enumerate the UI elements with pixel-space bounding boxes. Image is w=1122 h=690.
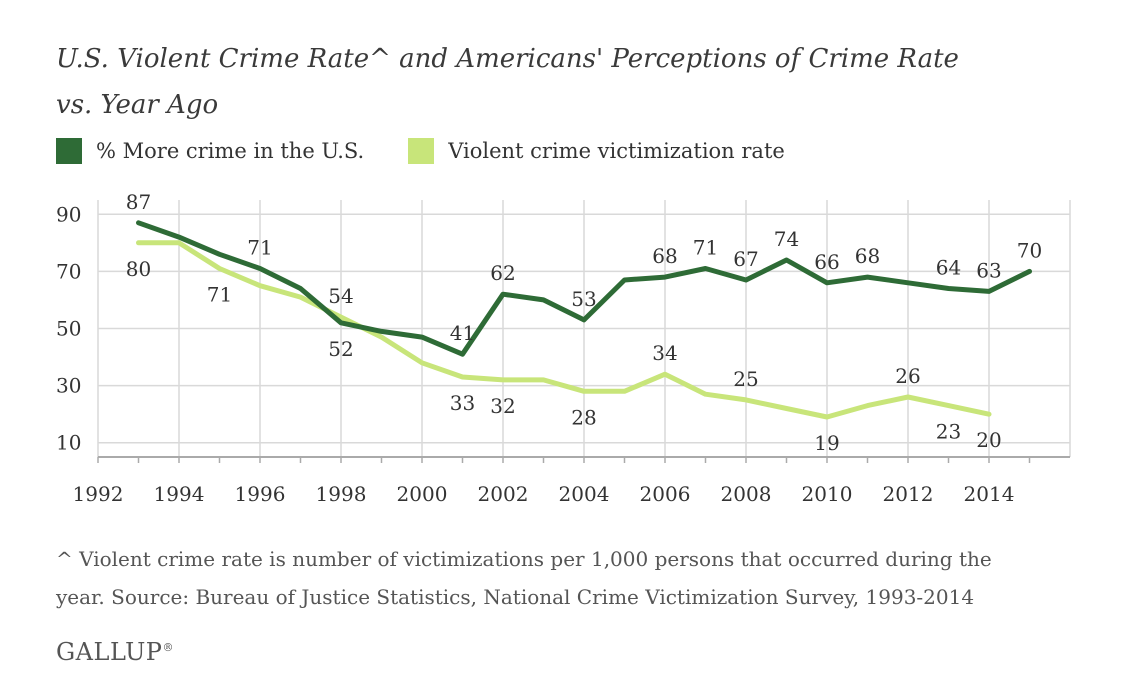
legend-item-victimization-rate: Violent crime victimization rate — [408, 138, 785, 164]
legend-swatch-victimization-rate — [408, 138, 435, 164]
footnote-line-2: year. Source: Bureau of Justice Statisti… — [56, 585, 975, 609]
data-label-victimization-rate-2006: 34 — [652, 341, 677, 365]
tick-label-layer: 10 30 50 70 90 1992 1994 1996 1998 2000 2002 2004 20… — [56, 202, 1014, 506]
x-tick-label-2008: 2008 — [721, 482, 772, 506]
chart-title-line-2: vs. Year Ago — [56, 90, 219, 120]
chart-title-line-1: U.S. Violent Crime Rate^ and Americans' … — [56, 44, 959, 74]
y-tick-label-90: 90 — [56, 202, 81, 226]
data-label-more-crime-1998: 52 — [328, 337, 353, 361]
x-tick-label-1994: 1994 — [154, 482, 205, 506]
data-label-victimization-rate-2001: 33 — [450, 391, 475, 415]
footnote: ^ Violent crime rate is number of victim… — [56, 540, 1096, 616]
data-label-more-crime-2008: 67 — [733, 247, 758, 271]
data-label-layer: 87 71 52 41 62 53 68 71 67 74 66 68 64 63 70 80 71 54 33 32… — [126, 190, 1042, 455]
data-label-victimization-rate-1995: 71 — [207, 283, 232, 307]
data-label-more-crime-2002: 62 — [490, 261, 515, 285]
data-label-victimization-rate-2012: 26 — [895, 364, 920, 388]
data-label-victimization-rate-2014: 20 — [976, 428, 1001, 452]
x-tick-label-1992: 1992 — [73, 482, 124, 506]
data-label-more-crime-2009: 74 — [774, 227, 799, 251]
legend-item-more-crime: % More crime in the U.S. — [56, 138, 364, 164]
data-label-victimization-rate-2010: 19 — [814, 431, 839, 455]
data-label-more-crime-2015: 70 — [1017, 238, 1042, 262]
y-tick-label-70: 70 — [56, 259, 81, 283]
series-line-victimization-rate — [136, 240, 992, 420]
x-tick-label-2002: 2002 — [478, 482, 529, 506]
data-label-victimization-rate-2013: 23 — [936, 420, 961, 444]
x-tick-label-2004: 2004 — [559, 482, 610, 506]
data-label-more-crime-2001: 41 — [450, 321, 475, 345]
x-tick-label-2012: 2012 — [883, 482, 934, 506]
data-label-more-crime-2004: 53 — [571, 287, 596, 311]
registered-mark: ® — [162, 641, 174, 654]
data-label-more-crime-2010: 66 — [814, 250, 839, 274]
chart-legend: % More crime in the U.S. Violent crime v… — [56, 136, 829, 166]
data-label-more-crime-2007: 71 — [693, 236, 718, 260]
data-label-victimization-rate-1998: 54 — [328, 284, 353, 308]
data-label-more-crime-2013: 64 — [936, 256, 961, 280]
legend-swatch-more-crime — [56, 138, 82, 164]
x-tick-label-2006: 2006 — [640, 482, 691, 506]
footnote-line-1: ^ Violent crime rate is number of victim… — [56, 547, 992, 571]
data-label-more-crime-1996: 71 — [247, 236, 272, 260]
data-label-victimization-rate-2002: 32 — [490, 394, 515, 418]
x-tick-label-1998: 1998 — [316, 482, 367, 506]
gallup-logo-text: GALLUP — [56, 638, 163, 666]
y-tick-label-10: 10 — [56, 431, 81, 455]
data-label-more-crime-1993: 87 — [126, 190, 151, 214]
x-tick-label-1996: 1996 — [235, 482, 286, 506]
gallup-logo: GALLUP® — [56, 638, 174, 666]
data-label-more-crime-2014: 63 — [976, 258, 1001, 282]
x-tick-label-2010: 2010 — [802, 482, 853, 506]
series-line-more-crime — [136, 220, 1032, 357]
data-label-more-crime-2011: 68 — [855, 244, 880, 268]
data-label-victimization-rate-1993: 80 — [126, 257, 151, 281]
series-layer — [136, 220, 1032, 420]
y-tick-label-50: 50 — [56, 317, 81, 341]
legend-label-more-crime: % More crime in the U.S. — [96, 139, 365, 163]
legend-label-victimization-rate: Violent crime victimization rate — [448, 139, 785, 163]
x-tick-label-2014: 2014 — [964, 482, 1015, 506]
x-tick-label-2000: 2000 — [397, 482, 448, 506]
data-label-victimization-rate-2004: 28 — [571, 405, 596, 429]
grid-layer — [97, 200, 1071, 463]
data-label-more-crime-2006: 68 — [652, 244, 677, 268]
line-chart: 87 71 52 41 62 53 68 71 67 74 66 68 64 63 70 80 71 54 33 32… — [56, 190, 1071, 506]
y-tick-label-30: 30 — [56, 374, 81, 398]
chart-title: U.S. Violent Crime Rate^ and Americans' … — [56, 36, 1096, 128]
data-label-victimization-rate-2008: 25 — [733, 367, 758, 391]
